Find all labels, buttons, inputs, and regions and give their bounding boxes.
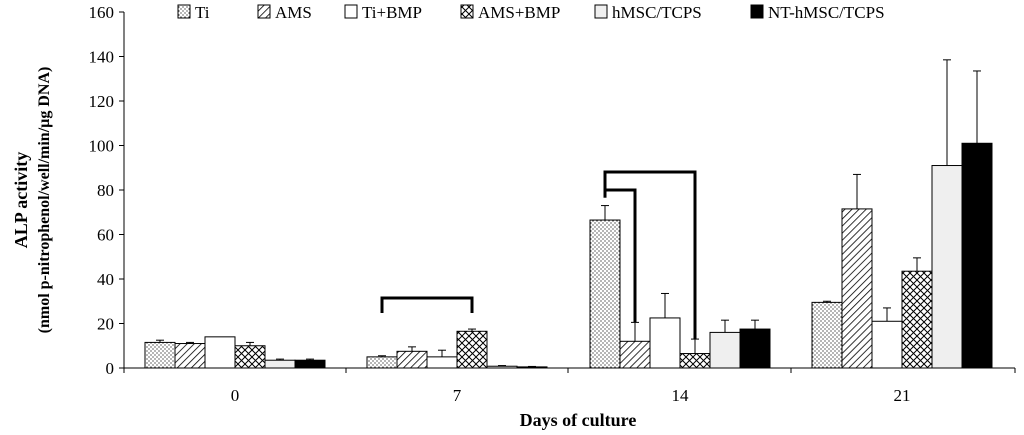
legend-swatch <box>344 4 358 19</box>
bar-ti-day-21 <box>811 301 843 369</box>
bar-nt-hmsc-tcps-day-21 <box>961 142 993 369</box>
x-axis-title: Days of culture <box>520 410 637 430</box>
x-tick-label: 21 <box>894 386 911 405</box>
y-tick-label: 100 <box>89 137 115 156</box>
significance-bracket <box>603 170 697 340</box>
x-tick-label: 14 <box>672 386 690 405</box>
y-tick-label: 160 <box>89 3 115 22</box>
bar-ams-day-14 <box>619 340 651 369</box>
bar-ams-day-0 <box>174 343 206 369</box>
legend: Ti AMS Ti+BMP AMS+BMP hMSC/TCPS NT-hMSC/TCPS <box>177 3 885 22</box>
bar-ti-day-14 <box>589 219 621 369</box>
significance-brackets <box>380 170 697 340</box>
y-axis-title-group: ALP activity (nmol p-nitrophenol/well/mi… <box>11 67 53 334</box>
bar-ti-bmp-day-21 <box>871 320 903 369</box>
bar-ams-bmp-day-0 <box>234 345 266 369</box>
bar-ams-bmp-day-21 <box>901 270 933 369</box>
y-axis-title: ALP activity <box>11 152 31 249</box>
y-tick-label: 20 <box>97 315 114 334</box>
legend-label: Ti <box>195 3 210 22</box>
y-tick-label: 80 <box>97 181 114 200</box>
error-bars <box>156 59 981 367</box>
legend-swatch <box>257 4 271 19</box>
bar-ams-bmp-day-14 <box>679 353 711 369</box>
bar-ti-day-0 <box>144 341 176 369</box>
legend-swatch <box>460 4 474 19</box>
bar-ams-day-21 <box>841 208 873 369</box>
bar-hmsc-tcps-day-14 <box>709 331 741 369</box>
bar-ti-bmp-day-7 <box>426 356 458 369</box>
bar-ams-bmp-day-7 <box>456 330 488 369</box>
legend-label: Ti+BMP <box>362 3 422 22</box>
legend-swatch <box>177 4 191 19</box>
bar-ti-day-7 <box>366 356 398 369</box>
legend-label: hMSC/TCPS <box>612 3 702 22</box>
bar-hmsc-tcps-day-7 <box>486 365 518 369</box>
bars <box>144 142 993 369</box>
y-tick-label: 40 <box>97 270 114 289</box>
bar-ti-bmp-day-14 <box>649 317 681 369</box>
bar-nt-hmsc-tcps-day-14 <box>739 328 771 369</box>
legend-label: AMS+BMP <box>478 3 560 22</box>
legend-label: AMS <box>275 3 312 22</box>
y-tick-label: 120 <box>89 92 115 111</box>
x-tick-label: 7 <box>453 386 462 405</box>
legend-label: NT-hMSC/TCPS <box>768 3 885 22</box>
axes: 0 20 40 60 80 100 120 140 160 0 7 14 21 <box>89 3 1016 405</box>
bar-ams-day-7 <box>396 350 428 369</box>
bar-hmsc-tcps-day-21 <box>931 165 963 369</box>
bar-nt-hmsc-tcps-day-0 <box>294 359 326 369</box>
y-tick-label: 60 <box>97 226 114 245</box>
y-tick-label: 140 <box>89 48 115 67</box>
y-axis-subtitle: (nmol p-nitrophenol/well/min/µg DNA) <box>36 67 53 334</box>
legend-swatch <box>750 4 764 19</box>
bar-nt-hmsc-tcps-day-7 <box>516 366 548 369</box>
bar-ti-bmp-day-0 <box>204 336 236 369</box>
bar-hmsc-tcps-day-0 <box>264 359 296 369</box>
significance-bracket <box>380 296 474 313</box>
legend-swatch <box>594 4 608 19</box>
y-tick-label: 0 <box>106 359 115 378</box>
x-tick-label: 0 <box>231 386 240 405</box>
